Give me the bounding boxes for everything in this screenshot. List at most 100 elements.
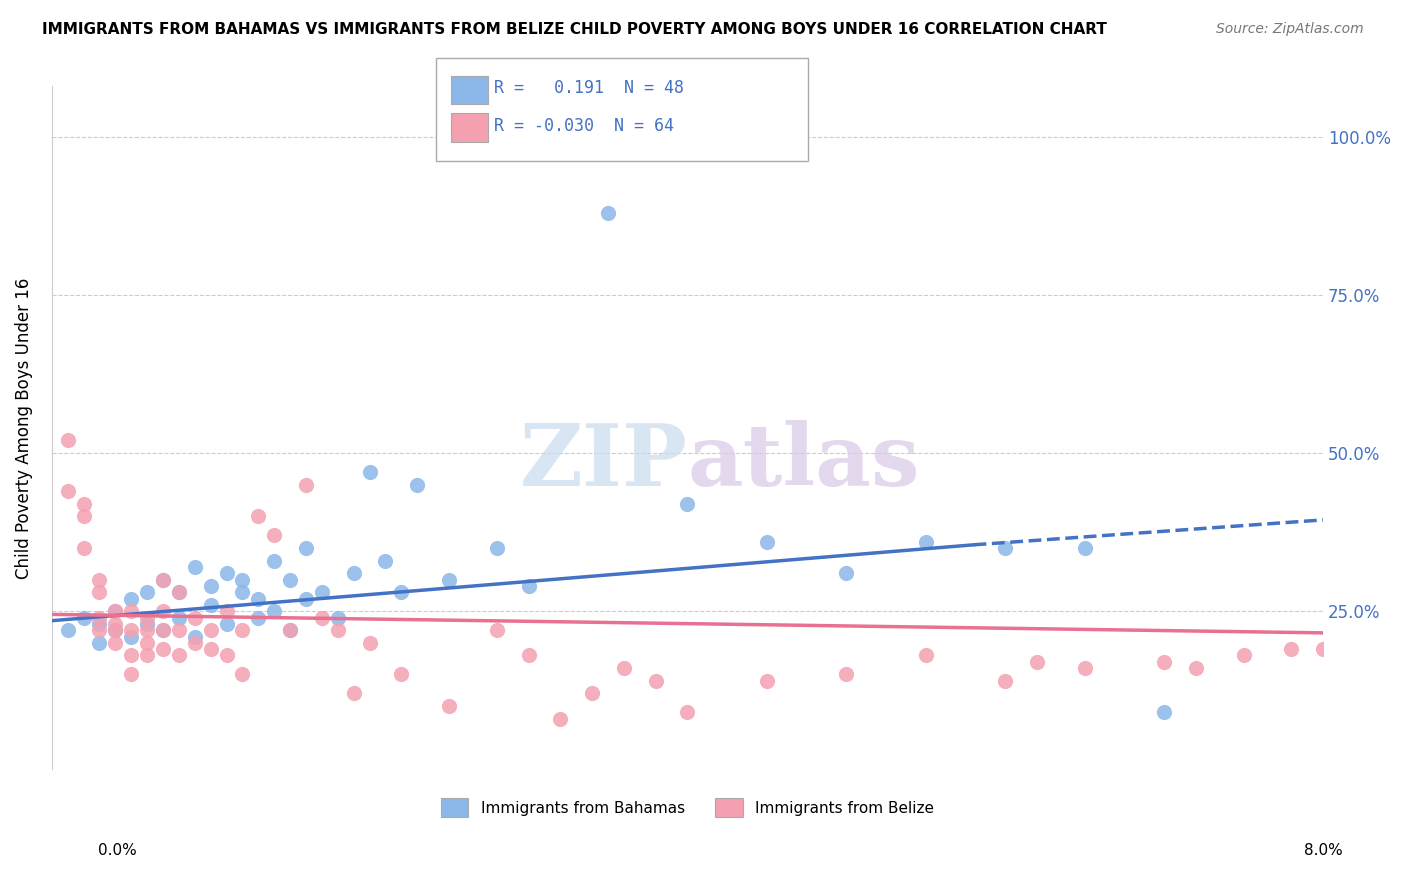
Point [295,541,318,555]
Point [136,623,159,637]
Point [120,667,142,681]
Point [72,610,94,624]
Point [263,604,285,618]
Point [1312,642,1334,657]
Point [136,636,159,650]
Point [485,623,508,637]
Text: R =   0.191  N = 48: R = 0.191 N = 48 [494,79,683,97]
Point [136,585,159,599]
Point [56,623,79,637]
Text: IMMIGRANTS FROM BAHAMAS VS IMMIGRANTS FROM BELIZE CHILD POVERTY AMONG BOYS UNDER: IMMIGRANTS FROM BAHAMAS VS IMMIGRANTS FR… [42,22,1107,37]
Point [295,477,318,491]
Point [389,585,412,599]
Point [152,573,174,587]
Point [120,630,142,644]
Point [247,610,270,624]
Point [215,604,238,618]
Point [613,661,636,675]
Point [359,636,381,650]
Point [1185,661,1208,675]
Point [89,616,111,631]
Point [167,585,190,599]
Point [1074,541,1097,555]
Point [326,610,349,624]
Point [517,648,540,663]
Point [581,686,603,700]
Point [231,667,253,681]
Point [1074,661,1097,675]
Point [136,610,159,624]
Point [184,630,207,644]
Point [755,534,778,549]
Legend: Immigrants from Bahamas, Immigrants from Belize: Immigrants from Bahamas, Immigrants from… [434,792,941,823]
Y-axis label: Child Poverty Among Boys Under 16: Child Poverty Among Boys Under 16 [15,277,32,579]
Point [550,712,572,726]
Point [311,585,333,599]
Point [343,566,366,581]
Point [167,585,190,599]
Point [184,560,207,574]
Text: R = -0.030  N = 64: R = -0.030 N = 64 [494,117,673,135]
Point [263,554,285,568]
Point [104,623,127,637]
Point [1233,648,1256,663]
Point [215,566,238,581]
Point [215,616,238,631]
Point [278,573,301,587]
Point [215,648,238,663]
Point [835,566,858,581]
Point [231,573,253,587]
Point [389,667,412,681]
Point [359,465,381,479]
Text: 8.0%: 8.0% [1303,843,1343,858]
Point [914,648,936,663]
Text: ZIP: ZIP [520,420,688,504]
Point [72,509,94,524]
Point [231,623,253,637]
Point [311,610,333,624]
Point [437,699,460,714]
Point [247,591,270,606]
Point [184,636,207,650]
Point [278,623,301,637]
Point [120,591,142,606]
Point [152,573,174,587]
Point [167,623,190,637]
Point [200,623,222,637]
Point [56,484,79,499]
Point [152,642,174,657]
Point [437,573,460,587]
Point [644,673,666,688]
Text: atlas: atlas [688,420,920,504]
Point [517,579,540,593]
Point [152,604,174,618]
Point [374,554,396,568]
Point [1026,655,1049,669]
Point [263,528,285,542]
Point [184,610,207,624]
Point [994,541,1017,555]
Point [1279,642,1302,657]
Point [1153,655,1175,669]
Point [406,477,429,491]
Text: Source: ZipAtlas.com: Source: ZipAtlas.com [1216,22,1364,37]
Point [120,623,142,637]
Point [120,604,142,618]
Point [1153,706,1175,720]
Point [326,623,349,637]
Point [200,642,222,657]
Point [89,636,111,650]
Point [89,610,111,624]
Point [247,509,270,524]
Point [104,604,127,618]
Point [485,541,508,555]
Point [89,585,111,599]
Point [200,579,222,593]
Point [136,648,159,663]
Point [994,673,1017,688]
Point [278,623,301,637]
Point [676,706,699,720]
Point [167,610,190,624]
Point [120,648,142,663]
Point [596,206,619,220]
